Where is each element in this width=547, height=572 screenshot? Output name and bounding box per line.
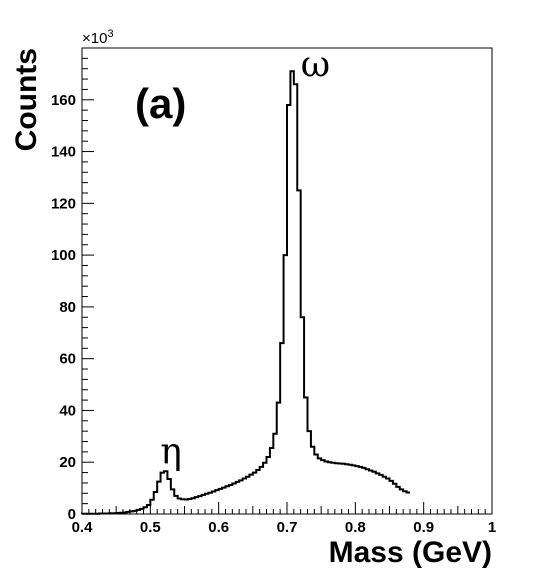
- y-tick-label: 60: [59, 351, 76, 368]
- tick-labels: 0.4 0.5 0.6 0.7 0.8 0.9 1 0 20 40 60 80 100 120 140 160: [51, 92, 496, 536]
- y-tick-label: 120: [51, 195, 76, 212]
- x-axis-ticks: [81, 502, 493, 514]
- peak-annotations: ωη: [160, 44, 330, 472]
- omega-peak-label: ω: [301, 44, 330, 85]
- histogram-series: [81, 70, 410, 515]
- x-axis-title: Mass (GeV): [329, 536, 492, 569]
- y-axis-ticks: [82, 47, 94, 515]
- y-multiplier: ×103: [82, 28, 114, 47]
- eta-peak-label: η: [160, 432, 182, 473]
- y-tick-label: 100: [51, 247, 76, 264]
- x-tick-label: 1: [488, 519, 496, 536]
- x-tick-label: 0.9: [413, 519, 434, 536]
- y-tick-label: 80: [59, 299, 76, 316]
- panel-label: (a): [135, 80, 186, 127]
- y-tick-label: 160: [51, 92, 76, 109]
- x-tick-label: 0.5: [140, 519, 161, 536]
- y-tick-label: 40: [59, 402, 76, 419]
- y-tick-label: 140: [51, 144, 76, 161]
- x-tick-label: 0.6: [208, 519, 229, 536]
- x-tick-label: 0.8: [345, 519, 366, 536]
- y-axis-title: Counts: [10, 48, 43, 151]
- x-tick-label: 0.7: [277, 519, 298, 536]
- x-tick-label: 0.4: [72, 519, 94, 536]
- y-tick-label: 0: [68, 506, 76, 523]
- y-tick-label: 20: [59, 454, 76, 471]
